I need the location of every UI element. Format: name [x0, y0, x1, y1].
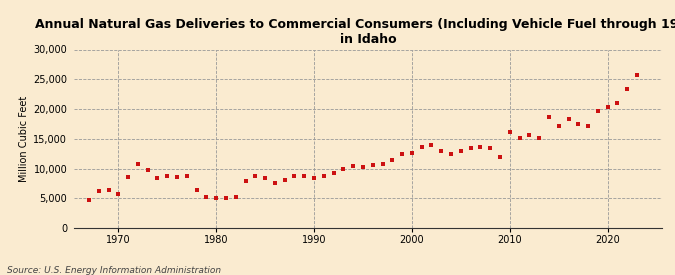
Point [446, 152, 456, 156]
Point [308, 175, 319, 180]
Point [182, 174, 192, 179]
Point [632, 73, 643, 77]
Point [406, 150, 417, 155]
Point [426, 143, 437, 147]
Point [113, 191, 124, 196]
Point [328, 171, 339, 176]
Point [563, 116, 574, 121]
Point [475, 144, 486, 149]
Point [132, 162, 143, 166]
Point [456, 148, 466, 153]
Point [191, 187, 202, 192]
Point [593, 109, 603, 114]
Point [534, 136, 545, 140]
Point [554, 123, 564, 128]
Point [543, 115, 554, 119]
Point [358, 165, 369, 170]
Point [230, 195, 241, 199]
Point [142, 168, 153, 173]
Point [319, 174, 329, 178]
Point [504, 130, 515, 134]
Title: Annual Natural Gas Deliveries to Commercial Consumers (Including Vehicle Fuel th: Annual Natural Gas Deliveries to Commerc… [34, 18, 675, 46]
Point [260, 176, 271, 180]
Point [397, 152, 408, 156]
Point [240, 179, 251, 183]
Point [299, 174, 310, 179]
Point [495, 155, 506, 159]
Point [524, 133, 535, 137]
Point [602, 105, 613, 109]
Point [250, 174, 261, 179]
Point [514, 136, 525, 140]
Point [171, 175, 182, 179]
Point [436, 148, 447, 153]
Point [377, 162, 388, 167]
Point [465, 146, 476, 151]
Point [612, 100, 623, 105]
Point [416, 144, 427, 149]
Point [348, 164, 358, 169]
Point [93, 189, 104, 194]
Point [485, 145, 495, 150]
Text: Source: U.S. Energy Information Administration: Source: U.S. Energy Information Administ… [7, 266, 221, 275]
Point [221, 196, 232, 201]
Point [279, 178, 290, 182]
Point [289, 174, 300, 179]
Point [367, 163, 378, 167]
Point [269, 181, 280, 185]
Point [123, 175, 134, 179]
Point [338, 166, 349, 171]
Point [162, 174, 173, 179]
Point [622, 87, 632, 92]
Point [583, 124, 593, 128]
Point [84, 197, 95, 202]
Point [201, 195, 212, 199]
Point [387, 158, 398, 162]
Y-axis label: Million Cubic Feet: Million Cubic Feet [19, 96, 29, 182]
Point [152, 175, 163, 180]
Point [573, 122, 584, 126]
Point [103, 188, 114, 192]
Point [211, 196, 221, 200]
